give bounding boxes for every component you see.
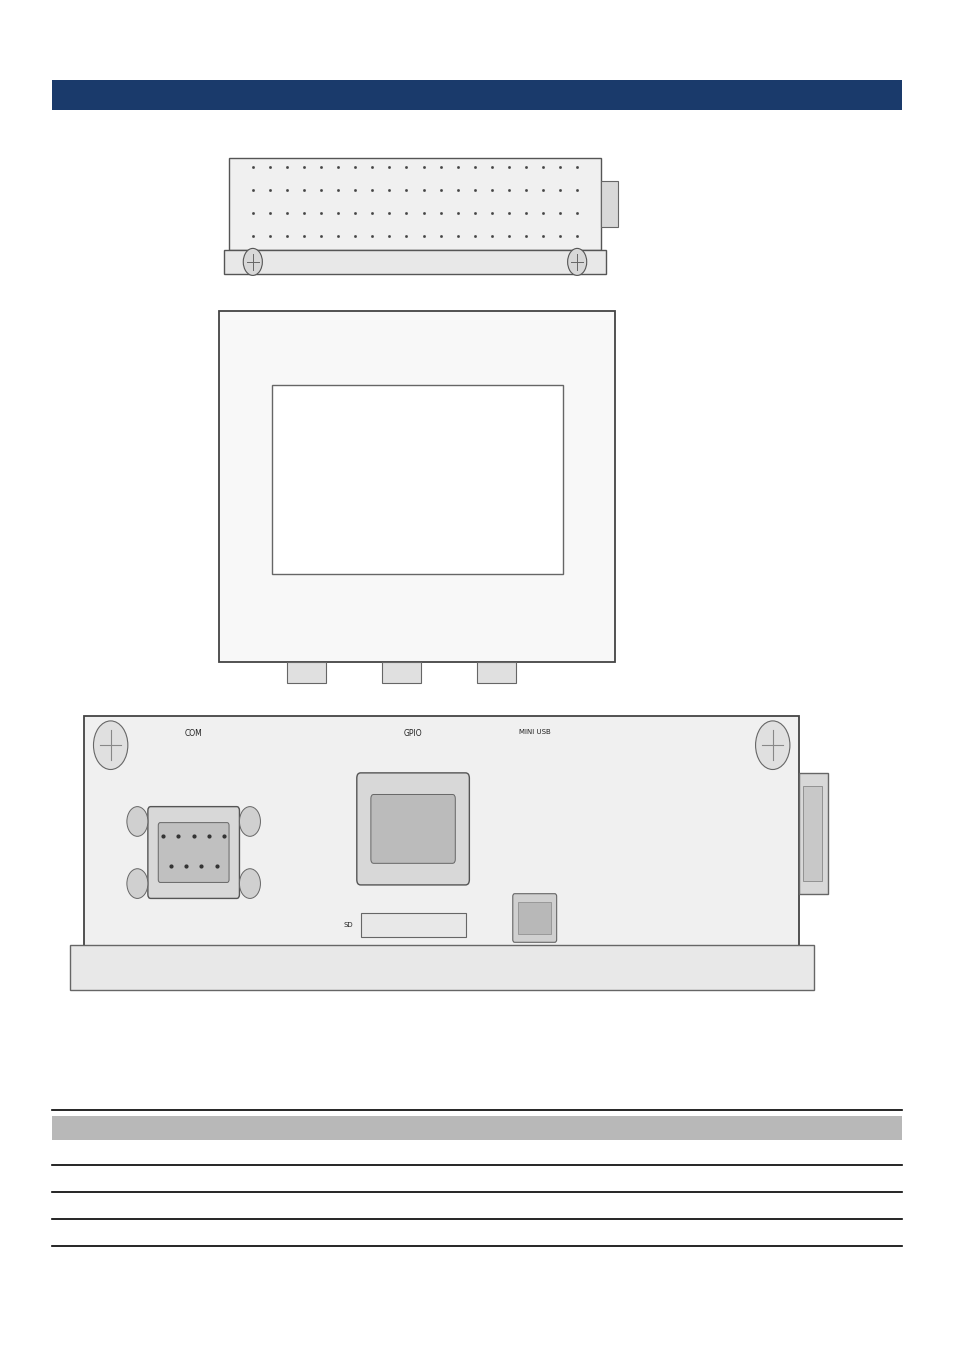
FancyBboxPatch shape — [512, 894, 557, 942]
Text: GPIO: GPIO — [403, 729, 422, 738]
FancyBboxPatch shape — [148, 807, 239, 899]
Bar — [224, 250, 605, 274]
Circle shape — [239, 806, 260, 836]
Circle shape — [127, 806, 148, 836]
FancyBboxPatch shape — [356, 772, 469, 886]
Bar — [51, 1115, 902, 1139]
Bar — [229, 158, 600, 250]
Bar — [382, 662, 420, 683]
Circle shape — [127, 869, 148, 899]
Bar — [219, 310, 615, 662]
FancyBboxPatch shape — [371, 794, 455, 864]
Bar — [272, 385, 562, 574]
Circle shape — [243, 248, 262, 275]
Circle shape — [755, 721, 789, 770]
Bar — [51, 81, 902, 111]
Bar — [476, 662, 515, 683]
Bar — [287, 662, 325, 683]
Bar — [518, 902, 551, 934]
Circle shape — [567, 248, 586, 275]
Bar — [600, 181, 618, 227]
Text: SD: SD — [343, 922, 353, 927]
Text: MINI USB: MINI USB — [518, 729, 550, 734]
Circle shape — [239, 869, 260, 899]
Bar — [84, 716, 799, 952]
Text: COM: COM — [185, 729, 202, 738]
Bar — [360, 913, 465, 937]
Bar — [799, 772, 827, 894]
Bar — [802, 786, 821, 880]
FancyBboxPatch shape — [158, 822, 229, 883]
Circle shape — [93, 721, 128, 770]
Bar — [70, 945, 813, 990]
